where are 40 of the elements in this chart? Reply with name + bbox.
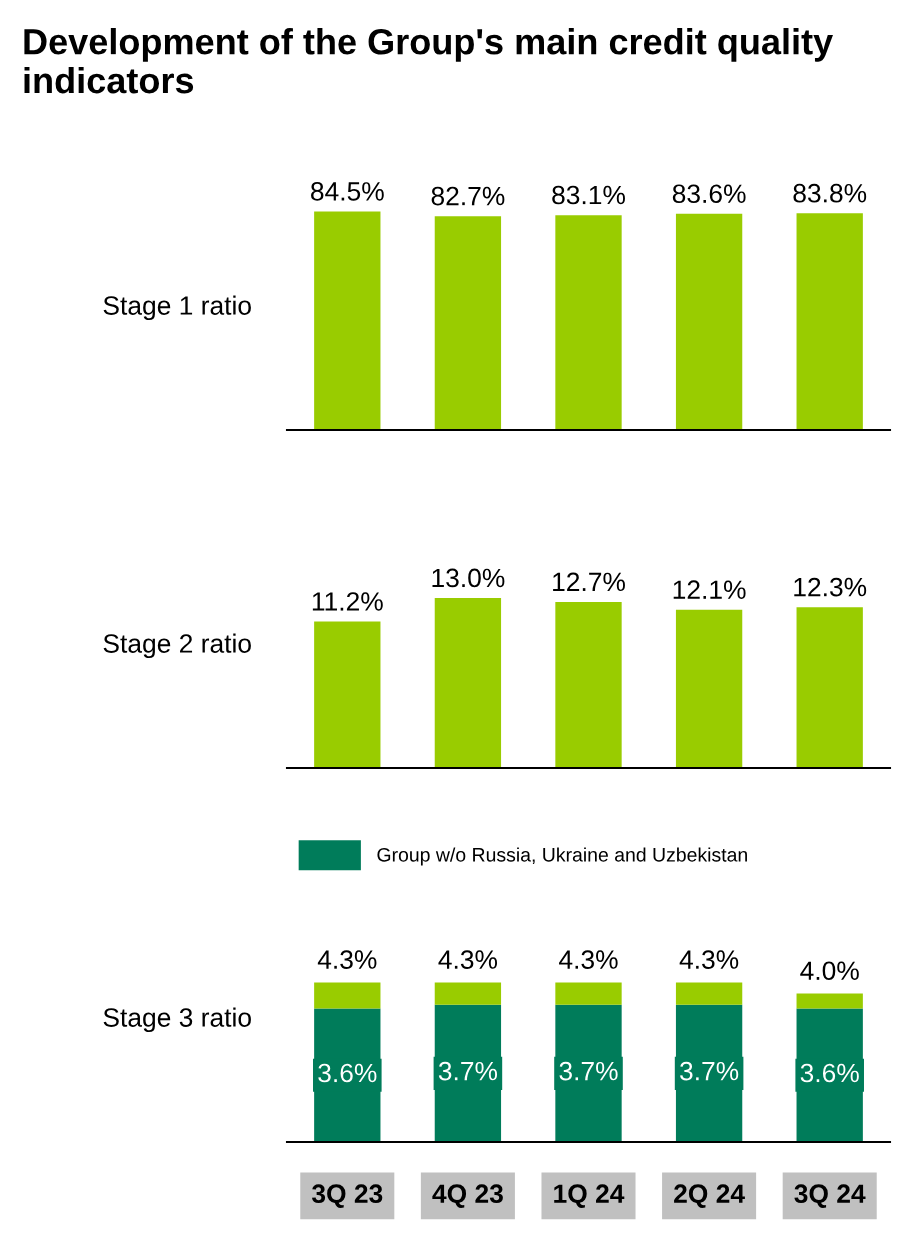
x-tick-label: 1Q 24 — [554, 1184, 625, 1208]
data-label: 83.1% — [552, 185, 625, 205]
x-tick-label: 4Q 23 — [432, 1184, 503, 1208]
bar — [555, 601, 622, 768]
total-label: 4.3% — [679, 950, 739, 969]
x-tick-label: 2Q 24 — [674, 1184, 745, 1208]
bar — [434, 982, 502, 1005]
data-label: 12.7% — [553, 572, 625, 592]
data-label: 3.6% — [318, 1063, 377, 1083]
bar — [796, 993, 863, 1009]
y-axis-title: Stage 2 ratio — [103, 633, 251, 659]
data-label: 84.5% — [311, 182, 384, 201]
x-tick-label: 3Q 24 — [794, 1184, 866, 1208]
data-label: 82.7% — [431, 186, 505, 206]
total-label: 4.0% — [800, 961, 859, 981]
data-label: 83.8% — [793, 183, 867, 203]
data-label: 12.3% — [794, 577, 867, 597]
bar — [314, 621, 381, 768]
data-label: 12.1% — [673, 580, 746, 599]
data-label: 3.7% — [559, 1061, 618, 1081]
total-label: 4.3% — [438, 950, 498, 969]
data-label: 3.6% — [800, 1063, 859, 1083]
total-label: 4.3% — [559, 950, 618, 969]
y-axis-title: Stage 3 ratio — [103, 1007, 251, 1033]
legend-label: Group w/o Russia, Ukraine and Uzbekistan — [377, 847, 747, 866]
data-label: 3.7% — [438, 1061, 498, 1081]
bar — [675, 609, 743, 768]
data-label: 83.6% — [672, 184, 746, 204]
bar — [796, 607, 863, 768]
chart-title: Development of the Group's main credit quality indicators — [24, 28, 833, 94]
bar — [314, 982, 381, 1009]
bar — [675, 982, 743, 1005]
bar — [434, 598, 502, 768]
total-label: 4.3% — [317, 950, 377, 969]
x-tick-label: 3Q 23 — [311, 1184, 383, 1208]
data-label: 11.2% — [312, 592, 383, 611]
y-axis-title: Stage 1 ratio — [103, 295, 251, 321]
data-label: 3.7% — [680, 1061, 739, 1081]
data-label: 13.0% — [432, 568, 505, 588]
bar — [555, 982, 622, 1005]
